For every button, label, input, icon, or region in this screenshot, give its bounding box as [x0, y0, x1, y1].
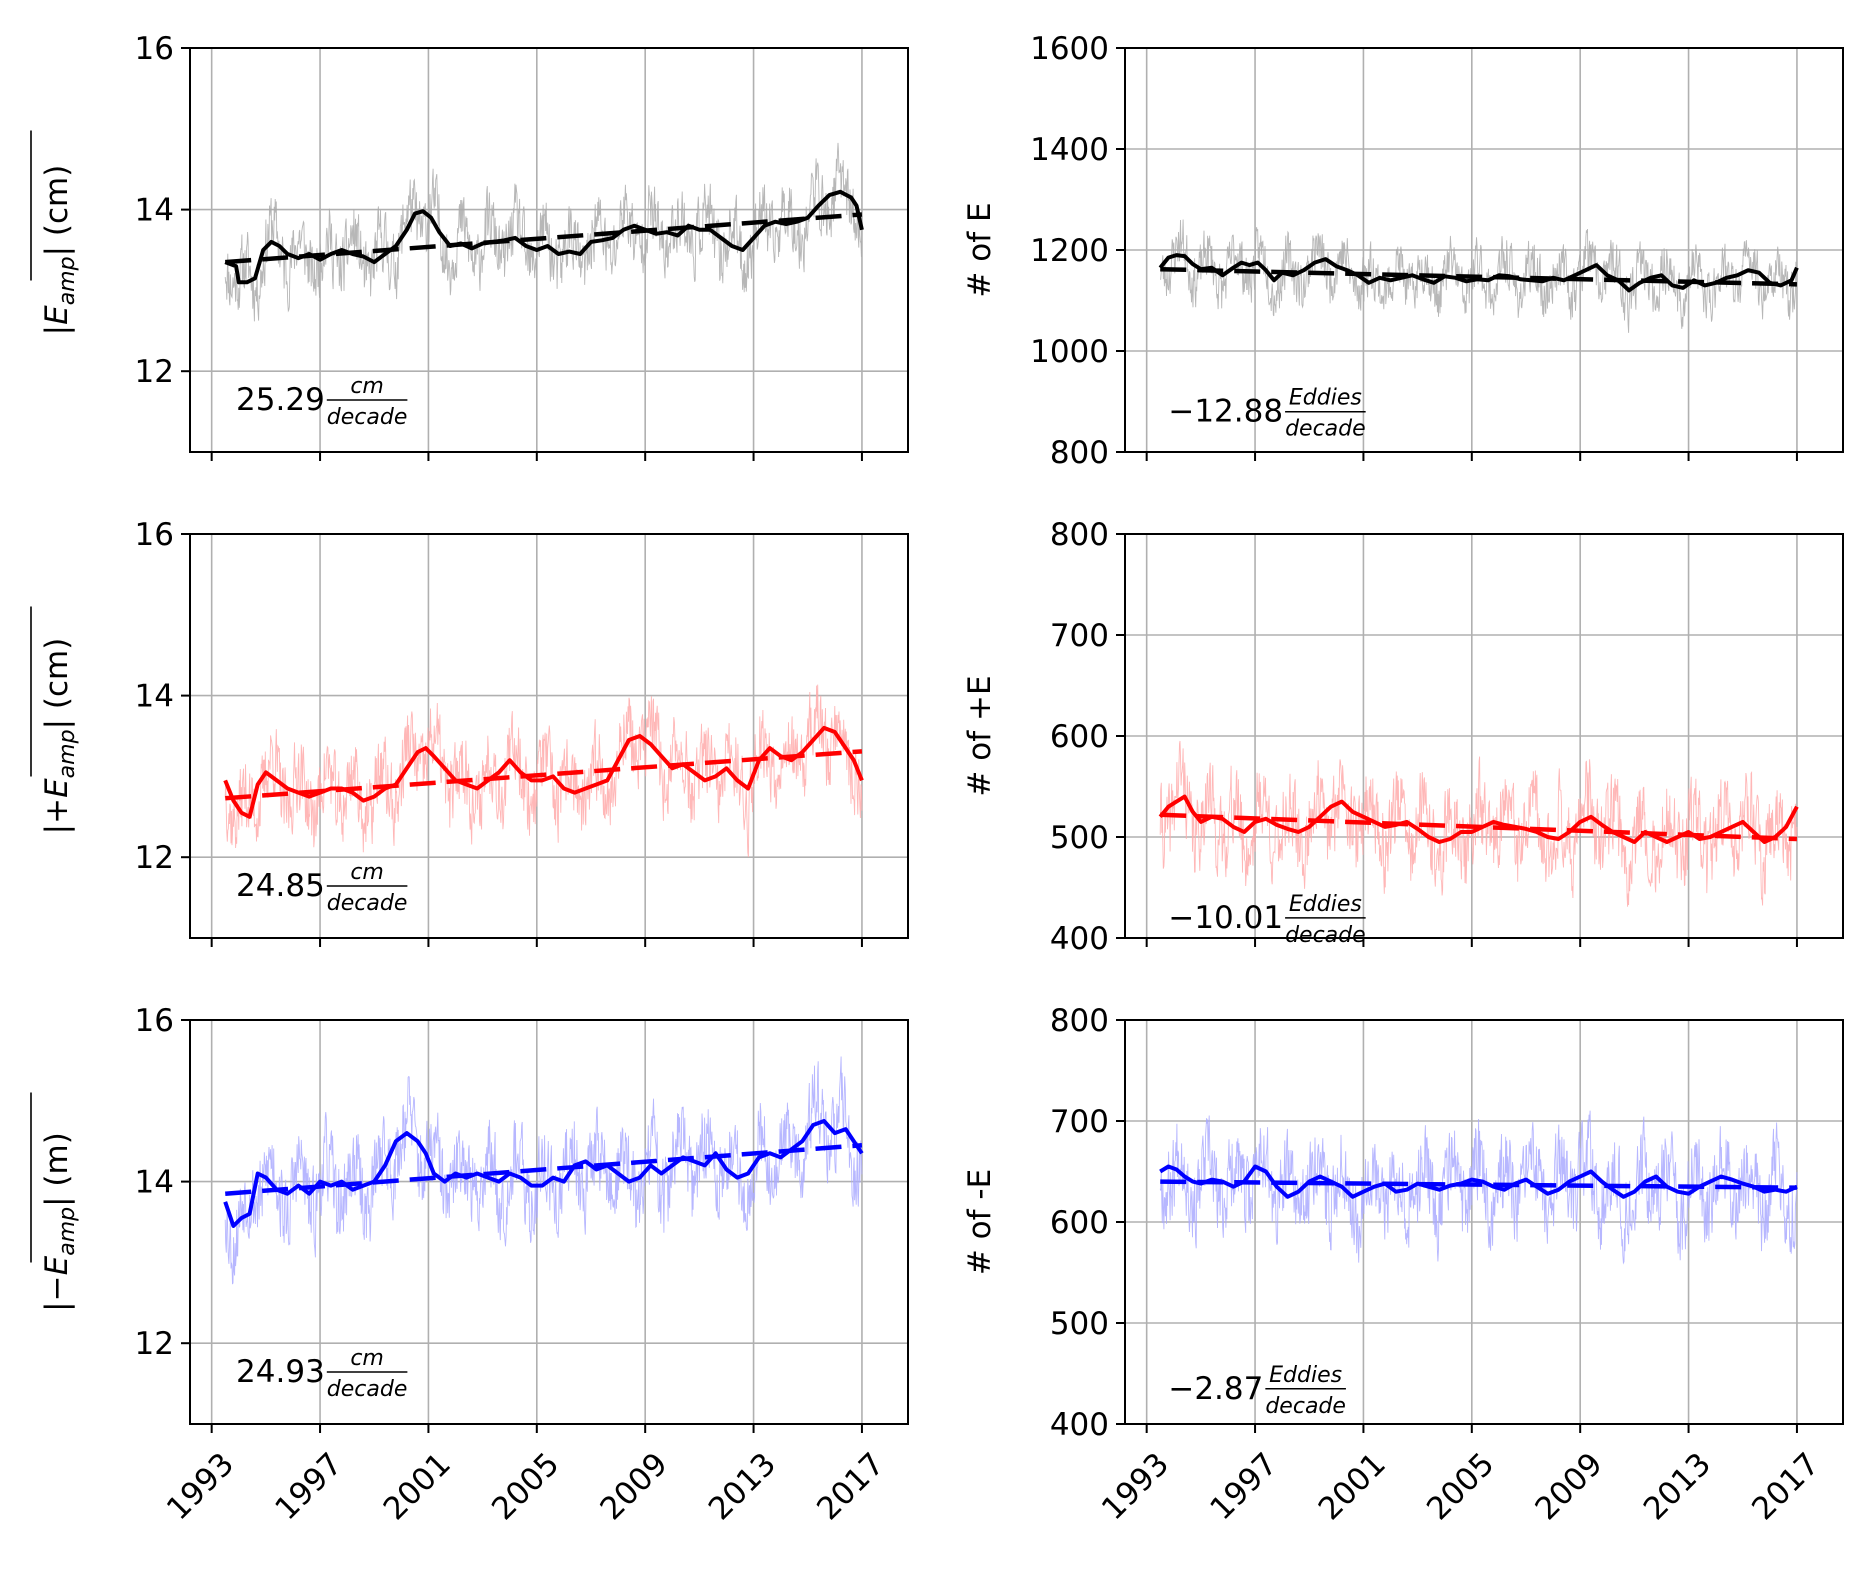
trend-line	[225, 1142, 863, 1196]
x-tick-label: 1997	[1203, 1446, 1284, 1527]
y-tick-label: 500	[1050, 1306, 1109, 1342]
y-tick-label: 14	[135, 193, 174, 229]
x-tick-label: 2017	[1745, 1446, 1826, 1527]
trend-annotation-denominator: decade	[327, 891, 408, 916]
trend-annotation-numerator: cm	[350, 374, 384, 399]
y-tick-label: 1000	[1030, 334, 1109, 370]
raw-series-line	[1159, 1110, 1798, 1265]
trend-annotation-value: 24.93	[236, 1354, 325, 1390]
axes-frame	[189, 1019, 909, 1425]
trend-annotation-value: −12.88	[1168, 394, 1283, 430]
smoothed-series-line	[1159, 1164, 1798, 1199]
raw-series-line	[224, 142, 863, 322]
y-tick-label: 800	[1050, 435, 1109, 471]
raw-series-line	[1159, 740, 1798, 907]
y-tick-label: 700	[1050, 618, 1109, 654]
panel-bottom-left: 1993 1997 2001 2005 2009 2013 2017 12 14 16 |−Eamp…	[30, 1003, 909, 1527]
x-tick-label: 2013	[1637, 1446, 1718, 1527]
x-tick-label: 1997	[268, 1446, 349, 1527]
y-axis-label: |Eamp| (cm)	[39, 165, 80, 336]
y-axis-label: |−Eamp| (m)	[39, 1132, 80, 1312]
smoothed-series-line	[1158, 794, 1799, 844]
y-tick-label: 800	[1050, 1003, 1109, 1039]
y-axis-label: # of +E	[962, 675, 998, 796]
x-tick-label: 2009	[593, 1446, 674, 1527]
x-tick-label: 2001	[377, 1446, 458, 1527]
y-tick-label: 16	[135, 1003, 174, 1039]
y-tick-label: 12	[135, 1326, 174, 1362]
trend-annotation-numerator: Eddies	[1269, 1363, 1342, 1388]
x-tick-label: 2013	[702, 1446, 783, 1527]
y-tick-label: 16	[135, 31, 174, 67]
trend-annotation-numerator: cm	[350, 860, 384, 885]
x-tick-label: 2005	[1420, 1446, 1501, 1527]
y-tick-label: 14	[135, 1165, 174, 1201]
raw-series-line	[1160, 219, 1798, 333]
x-tick-label: 2001	[1312, 1446, 1393, 1527]
y-tick-label: 400	[1050, 1407, 1109, 1443]
trend-line	[225, 212, 863, 265]
trend-annotation-value: 24.85	[236, 868, 325, 904]
y-tick-label: 12	[135, 354, 174, 390]
panel-top-right: 800 1000 1200 1400 1600 # of E −12.88 Eddies dec…	[962, 31, 1844, 471]
y-tick-label: 700	[1050, 1104, 1109, 1140]
y-tick-label: 16	[135, 517, 174, 553]
y-tick-label: 800	[1050, 517, 1109, 553]
y-tick-label: 1600	[1030, 31, 1109, 67]
panel-bottom-right: 1993 1997 2001 2005 2009 2013 2017 400 500 600 700…	[962, 1003, 1844, 1527]
trend-annotation-numerator: cm	[350, 1346, 384, 1371]
x-tick-label: 2017	[810, 1446, 891, 1527]
x-tick-label: 1993	[160, 1446, 241, 1527]
y-tick-label: 600	[1050, 719, 1109, 755]
trend-line	[1160, 1179, 1797, 1190]
trend-annotation-value: 25.29	[236, 382, 325, 418]
y-tick-label: 1200	[1030, 233, 1109, 269]
y-tick-label: 400	[1050, 921, 1109, 957]
axes-frame	[189, 47, 909, 453]
trend-line	[1160, 812, 1798, 842]
trend-annotation-denominator: decade	[1285, 923, 1366, 948]
trend-annotation-denominator: decade	[327, 1377, 408, 1402]
trend-annotation-denominator: decade	[1285, 417, 1366, 442]
x-tick-label: 1993	[1095, 1446, 1176, 1527]
trend-line	[1160, 266, 1797, 287]
y-axis-label: # of E	[962, 202, 998, 297]
panel-middle-left: 12 14 16 |+Eamp| (cm) 24.85 cm decade	[30, 517, 909, 947]
panel-middle-right: 400 500 600 700 800 # of +E −10.01 Eddies decade	[962, 517, 1844, 957]
y-axis-label: |+Eamp| (cm)	[39, 638, 80, 835]
trend-line	[225, 749, 863, 801]
trend-annotation-value: −2.87	[1168, 1371, 1263, 1407]
y-tick-label: 500	[1050, 820, 1109, 856]
trend-annotation-numerator: Eddies	[1289, 892, 1362, 917]
y-tick-label: 600	[1050, 1205, 1109, 1241]
x-tick-label: 2005	[485, 1446, 566, 1527]
trend-annotation-value: −10.01	[1168, 900, 1283, 936]
smoothed-series-line	[223, 1119, 864, 1228]
y-axis-label: # of -E	[962, 1169, 998, 1275]
y-tick-label: 12	[135, 840, 174, 876]
panel-top-left: 12 14 16 |Eamp| (cm) 25.29 cm decade	[30, 31, 909, 461]
y-tick-label: 1400	[1030, 132, 1109, 168]
trend-annotation-denominator: decade	[1265, 1394, 1346, 1419]
y-tick-label: 14	[135, 679, 174, 715]
trend-annotation-denominator: decade	[327, 405, 408, 430]
x-tick-label: 2009	[1528, 1446, 1609, 1527]
axes-frame	[189, 533, 909, 939]
trend-annotation-numerator: Eddies	[1289, 386, 1362, 411]
